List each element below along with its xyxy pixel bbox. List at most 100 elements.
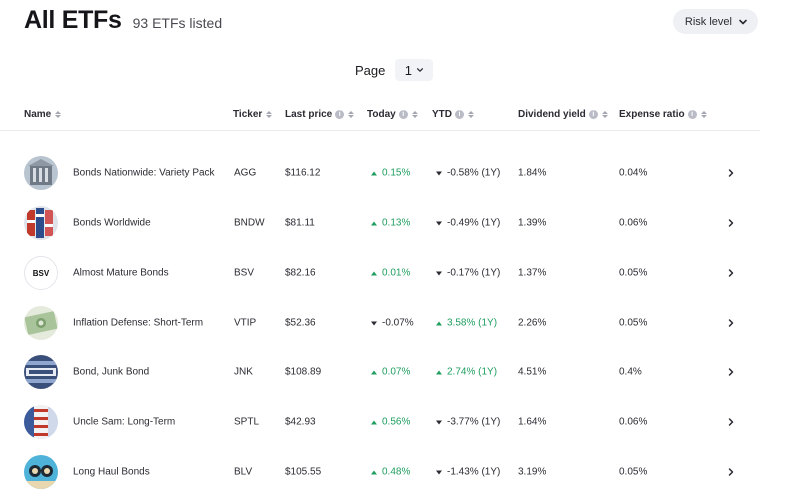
info-icon[interactable]: i (335, 110, 345, 119)
dividend-yield: 2.26% (518, 317, 547, 329)
arrow-down-icon (436, 470, 442, 474)
column-label: Name (24, 109, 52, 120)
etf-name: Long Haul Bonds (73, 466, 150, 478)
etf-name: Bonds Nationwide: Variety Pack (73, 167, 215, 179)
sort-icon (348, 111, 355, 118)
chevron-right-icon[interactable] (726, 417, 736, 427)
etf-ticker: SPTL (234, 416, 260, 428)
dividend-yield: 4.51% (518, 366, 547, 378)
expense-ratio: 0.05% (619, 466, 648, 478)
avatar-text: BSV (32, 268, 50, 278)
column-header-expense-ratio[interactable]: Expense ratio i (619, 109, 707, 120)
etf-name: Bond, Junk Bond (73, 366, 150, 378)
chevron-down-icon (416, 68, 424, 72)
column-header-today[interactable]: Today i (367, 109, 418, 120)
etf-ticker: JNK (234, 366, 253, 378)
today-value: 0.13% (382, 217, 411, 229)
today-change: 0.48% (371, 467, 410, 478)
ytd-value: -0.58% (1Y) (447, 167, 501, 179)
table-header: Name Ticker Last price i Today i YTD i D… (0, 100, 760, 131)
chevron-right-icon[interactable] (726, 268, 736, 278)
today-change: 0.15% (371, 168, 410, 179)
ytd-value: 3.58% (1Y) (447, 317, 498, 329)
ytd-value: -0.17% (1Y) (447, 267, 501, 279)
etf-avatar (24, 355, 58, 389)
column-header-ticker[interactable]: Ticker (233, 109, 273, 120)
etf-name: Uncle Sam: Long-Term (73, 416, 176, 428)
table-row[interactable]: Uncle Sam: Long-Term SPTL $42.93 0.56% -… (0, 402, 760, 442)
shares-photo-icon (24, 355, 58, 389)
column-label: Last price (285, 109, 333, 120)
arrow-up-icon (436, 370, 442, 374)
money-photo-icon (24, 306, 58, 340)
risk-level-label: Risk level (684, 15, 732, 28)
arrow-up-icon (371, 271, 377, 275)
current-page: 1 (404, 62, 412, 78)
uncle-sam-photo-icon (24, 405, 58, 439)
ytd-change: -3.77% (1Y) (436, 417, 500, 428)
expense-ratio: 0.05% (619, 317, 648, 329)
risk-level-filter-button[interactable]: Risk level (672, 9, 758, 34)
sort-icon (700, 111, 707, 118)
expense-ratio: 0.4% (619, 366, 642, 378)
page-label: Page (355, 62, 386, 78)
dividend-yield: 1.84% (518, 167, 547, 179)
today-value: 0.07% (382, 366, 411, 378)
today-value: 0.01% (382, 267, 411, 279)
last-price: $82.16 (285, 267, 316, 279)
last-price: $105.55 (285, 466, 322, 478)
ytd-change: 2.74% (1Y) (436, 367, 497, 378)
page-select[interactable]: 1 (395, 59, 434, 81)
table-row[interactable]: Bond, Junk Bond JNK $108.89 0.07% 2.74% … (0, 352, 760, 392)
sort-icon (601, 111, 608, 118)
table-row[interactable]: BSV Almost Mature Bonds BSV $82.16 0.01%… (0, 253, 760, 293)
etf-count: 93 ETFs listed (132, 15, 223, 31)
today-change: 0.56% (371, 417, 410, 428)
column-header-ytd[interactable]: YTD i (432, 109, 474, 120)
page-header: All ETFs 93 ETFs listed (24, 6, 222, 35)
sort-icon (266, 111, 273, 118)
chevron-right-icon[interactable] (726, 367, 736, 377)
info-icon[interactable]: i (455, 110, 464, 119)
today-change: 0.07% (371, 367, 410, 378)
etf-ticker: BLV (234, 466, 253, 478)
chevron-right-icon[interactable] (726, 218, 736, 228)
ytd-value: -0.49% (1Y) (447, 217, 501, 229)
column-header-dividend-yield[interactable]: Dividend yield i (518, 109, 608, 120)
building-photo-icon (24, 156, 58, 190)
ytd-change: -0.49% (1Y) (436, 218, 500, 229)
ytd-change: 3.58% (1Y) (436, 318, 497, 329)
dividend-yield: 3.19% (518, 466, 547, 478)
arrow-down-icon (436, 221, 442, 225)
chevron-right-icon[interactable] (726, 467, 736, 477)
column-header-name[interactable]: Name (24, 109, 62, 120)
ytd-value: -1.43% (1Y) (447, 466, 501, 478)
today-value: 0.15% (382, 167, 411, 179)
etf-avatar (24, 455, 58, 489)
info-icon[interactable]: i (588, 110, 598, 119)
info-icon[interactable]: i (398, 110, 408, 119)
arrow-up-icon (371, 370, 377, 374)
chevron-down-icon (739, 19, 747, 24)
dividend-yield: 1.64% (518, 416, 547, 428)
table-row[interactable]: Bonds Nationwide: Variety Pack AGG $116.… (0, 153, 760, 193)
etf-ticker: BSV (234, 267, 255, 279)
dividend-yield: 1.37% (518, 267, 547, 279)
ytd-change: -0.17% (1Y) (436, 268, 500, 279)
ytd-value: 2.74% (1Y) (447, 366, 498, 378)
table-row[interactable]: Bonds Worldwide BNDW $81.11 0.13% -0.49%… (0, 203, 760, 243)
ytd-change: -1.43% (1Y) (436, 467, 500, 478)
chevron-right-icon[interactable] (726, 318, 736, 328)
last-price: $108.89 (285, 366, 322, 378)
sort-icon (55, 111, 62, 118)
column-label: Expense ratio (619, 109, 685, 120)
expense-ratio: 0.06% (619, 217, 648, 229)
table-row[interactable]: Inflation Defense: Short-Term VTIP $52.3… (0, 303, 760, 343)
arrow-down-icon (436, 171, 442, 175)
chevron-right-icon[interactable] (726, 168, 736, 178)
column-header-last-price[interactable]: Last price i (285, 109, 355, 120)
dividend-yield: 1.39% (518, 217, 547, 229)
sort-icon (411, 111, 418, 118)
table-row[interactable]: Long Haul Bonds BLV $105.55 0.48% -1.43%… (0, 452, 760, 492)
info-icon[interactable]: i (687, 110, 697, 119)
